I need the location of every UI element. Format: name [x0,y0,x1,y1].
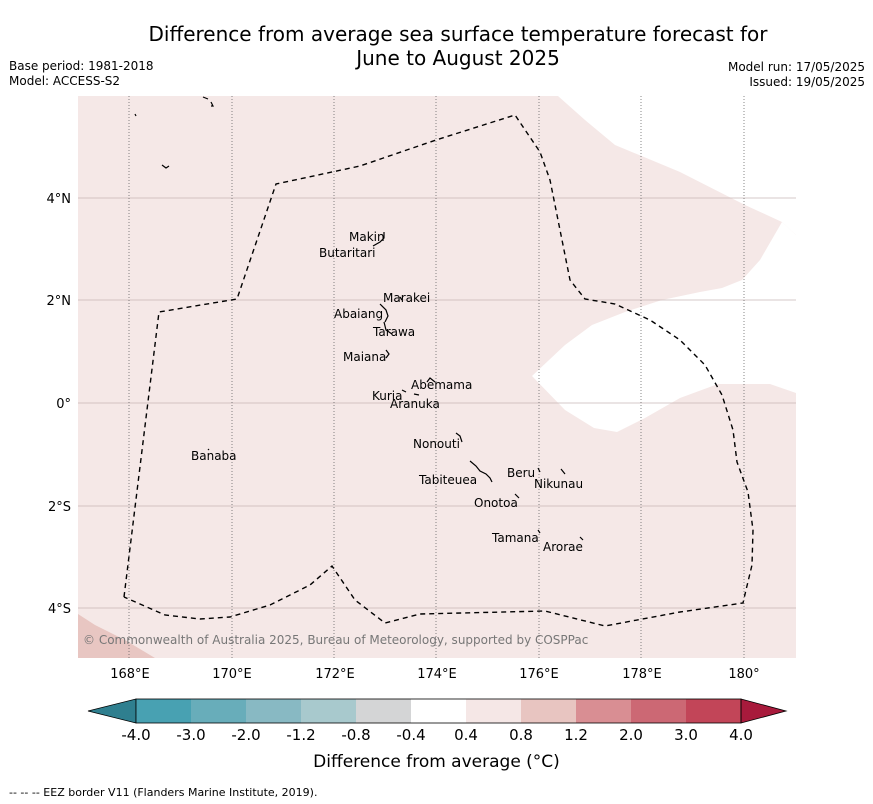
island-abemama [426,377,436,383]
island-kuria-aranuka [401,389,420,396]
colorbar-label: Difference from average (°C) [313,752,560,772]
colorbar-extend-high [740,698,788,724]
colorbar [87,698,788,724]
colorbar-bin [631,699,686,723]
label-butaritari: Butaritari [319,246,376,260]
lat-label-4n: 4°N [47,192,72,207]
colorbar-tick-label: 0.8 [509,726,533,744]
island-beru [537,467,541,473]
colorbar-bin [576,699,631,723]
lat-label-0: 0° [56,397,71,412]
colorbar-bin [411,699,466,723]
colorbar-tick-label: 0.4 [454,726,478,744]
colorbar-bin [191,699,246,723]
colorbar-bin [301,699,356,723]
copyright-notice: © Commonwealth of Australia 2025, Bureau… [83,633,588,647]
map-title: Difference from average sea surface temp… [100,22,816,70]
island-banaba [207,448,210,451]
label-marakei: Marakei [383,291,430,305]
island-abaiang [379,303,389,323]
label-abemama: Abemama [411,378,472,392]
label-tarawa: Tarawa [372,325,415,339]
label-onotoa: Onotoa [474,496,518,510]
label-nonouti: Nonouti [413,437,460,451]
island-north-2 [134,113,137,117]
island-maiana [385,349,390,359]
lon-label-172e: 172°E [315,667,355,682]
island-north-1 [202,96,214,107]
colorbar-bin [356,699,411,723]
lon-label-168e: 168°E [110,667,150,682]
lon-label-174e: 174°E [417,667,457,682]
colorbar-tick-label: -3.0 [176,726,205,744]
title-line-2: June to August 2025 [356,46,560,70]
colorbar-bin [246,699,301,723]
colorbar-bin [466,699,521,723]
neutral-region-ne [558,96,796,235]
colorbar-tick-label: 2.0 [619,726,643,744]
lon-label-176e: 176°E [519,667,559,682]
colorbar-extend-low [87,698,137,724]
eez-footer-note: -- -- -- EEZ border V11 (Flanders Marine… [9,786,318,799]
island-tamana [537,529,541,534]
eez-border [123,114,754,627]
anomaly-field-0.8-1.2 [78,614,155,658]
colorbar-tick-label: 4.0 [729,726,753,744]
colorbar-tick-label: -1.2 [286,726,315,744]
lon-axis-labels: 168°E 170°E 172°E 174°E 176°E 178°E 180° [110,667,759,682]
island-coastlines [134,96,584,541]
issued-text: Issued: 19/05/2025 [749,75,865,89]
colorbar-tick-label: 1.2 [564,726,588,744]
title-line-1: Difference from average sea surface temp… [148,22,768,46]
model-text: Model: ACCESS-S2 [9,74,121,88]
colorbar-tick-label: -0.8 [341,726,370,744]
colorbar-bin [136,699,191,723]
colorbar-tick-label: -2.0 [231,726,260,744]
island-makin [372,232,385,247]
meta-right: Model run: 17/05/2025 Issued: 19/05/2025 [728,60,865,90]
colorbar-tick-labels: -4.0 -3.0 -2.0 -1.2 -0.8 -0.4 0.4 0.8 1.2 2.0 3.0 4… [121,726,753,744]
colorbar-tick-label: 3.0 [674,726,698,744]
island-arorae [579,536,584,541]
label-aranuka: Aranuka [390,397,440,411]
colorbar-outline [135,698,742,724]
lon-gridlines [128,96,745,658]
colorbar-bin [521,699,576,723]
island-onotoa [514,493,520,499]
colorbar-tick-label: -0.4 [396,726,425,744]
label-banaba: Banaba [191,449,237,463]
lon-label-180: 180° [728,667,759,682]
label-tamana: Tamana [491,531,539,545]
label-abaiang: Abaiang [334,307,383,321]
lat-label-2n: 2°N [47,294,72,309]
island-nikunau [560,468,566,475]
lat-axis-labels: 4°N 2°N 0° 2°S 4°S [47,192,72,617]
island-labels: Makin Butaritari Marakei Abaiang Tarawa … [191,230,583,554]
label-maiana: Maiana [343,350,386,364]
anomaly-field [78,96,558,100]
label-makin: Makin [349,230,385,244]
base-period-text: Base period: 1981-2018 [9,59,154,73]
lat-gridlines [78,197,796,609]
meta-left: Base period: 1981-2018 Model: ACCESS-S2 [9,59,154,89]
island-tabiteuea [469,460,493,483]
lat-label-4s: 4°S [48,602,71,617]
label-kuria: Kuria [372,389,403,403]
island-tarawa [383,321,393,335]
neutral-region-east [532,222,796,432]
island-nonouti [455,432,463,443]
lat-label-2s: 2°S [48,500,71,515]
lon-label-178e: 178°E [622,667,662,682]
label-arorae: Arorae [543,540,583,554]
island-marakei [399,296,403,301]
label-beru: Beru [507,466,535,480]
colorbar-bin [686,699,741,723]
label-nikunau: Nikunau [534,477,583,491]
island-north-3 [161,164,170,169]
model-run-text: Model run: 17/05/2025 [727,60,865,74]
lon-label-170e: 170°E [212,667,252,682]
label-tabiteuea: Tabiteuea [418,473,477,487]
colorbar-tick-label: -4.0 [121,726,150,744]
